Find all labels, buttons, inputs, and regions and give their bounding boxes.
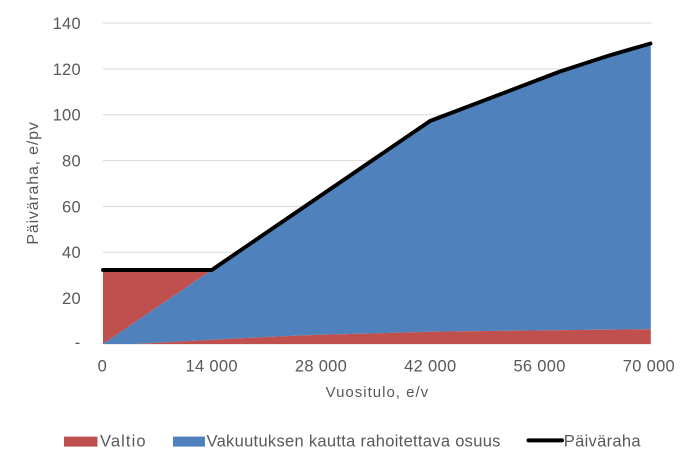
- svg-text:60: 60: [62, 198, 81, 216]
- svg-text:40: 40: [62, 244, 81, 262]
- svg-text:140: 140: [53, 15, 81, 33]
- svg-text:Päiväraha: Päiväraha: [564, 433, 642, 451]
- svg-text:56 000: 56 000: [513, 357, 565, 375]
- svg-text:Vuositulo, e/v: Vuositulo, e/v: [326, 384, 430, 401]
- svg-text:42 000: 42 000: [404, 357, 456, 375]
- svg-text:20: 20: [62, 290, 81, 308]
- svg-text:14 000: 14 000: [186, 357, 238, 375]
- svg-text:Vakuutuksen kautta rahoitettav: Vakuutuksen kautta rahoitettava osuus: [207, 433, 501, 451]
- svg-text:100: 100: [53, 107, 81, 125]
- svg-text:Päiväraha, e/pv: Päiväraha, e/pv: [25, 121, 42, 244]
- svg-text:-: -: [75, 334, 81, 352]
- svg-text:28 000: 28 000: [295, 357, 347, 375]
- svg-text:120: 120: [53, 61, 81, 79]
- svg-text:80: 80: [62, 153, 81, 171]
- svg-text:70 000: 70 000: [623, 357, 675, 375]
- svg-text:Valtio: Valtio: [100, 433, 147, 451]
- svg-text:0: 0: [98, 357, 107, 375]
